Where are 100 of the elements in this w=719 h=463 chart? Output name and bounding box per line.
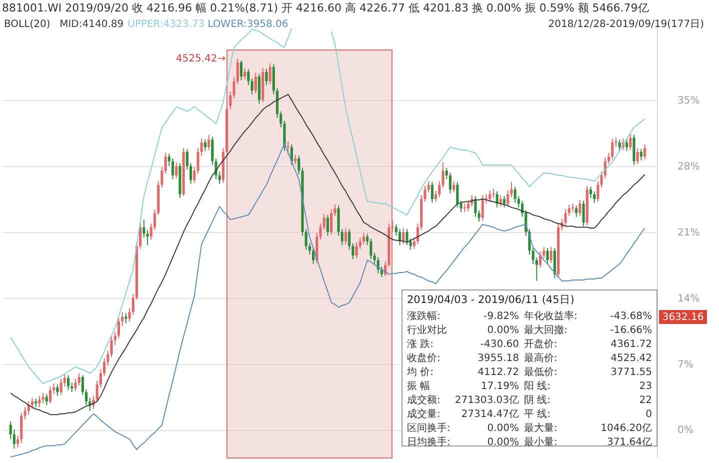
annotation: BOLL(20) [4, 19, 50, 30]
candlestick [492, 188, 495, 199]
annotation: 最小量: [524, 436, 558, 448]
candlestick [142, 219, 146, 238]
candlestick [272, 64, 275, 95]
candlestick [596, 180, 600, 202]
candlestick [30, 397, 34, 410]
annotation: -9.82% [484, 311, 519, 322]
candlestick [56, 384, 59, 396]
candlestick [171, 158, 174, 180]
candlestick [506, 190, 510, 208]
candlestick [636, 148, 639, 165]
y-tick-label: 14% [678, 293, 700, 304]
annotation: 3955.18 [478, 353, 519, 364]
candlestick [294, 154, 297, 165]
annotation: 年化收益率: [524, 310, 578, 322]
annotation: 行业对比 [407, 324, 447, 336]
annotation: 27314.47亿 [461, 409, 519, 420]
candlestick [632, 134, 636, 166]
candlestick [589, 186, 592, 199]
candlestick [538, 251, 542, 268]
candlestick [355, 242, 358, 259]
candlestick [553, 247, 556, 279]
candlestick [258, 73, 261, 104]
candlestick [640, 148, 642, 161]
candlestick [124, 312, 128, 324]
candlestick [330, 208, 333, 236]
annotation: 371.64亿 [607, 437, 652, 448]
candlestick [618, 139, 621, 152]
candlestick [121, 312, 124, 327]
chart-title: 881001.WI 2019/09/20 收 4216.96 幅 0.21%(8.71) 开 4216.60 高 4226.77 低 4201.83 换 0.00% 振 0.59% 额 5466.79亿 [2, 1, 649, 14]
candlestick [452, 180, 456, 193]
candlestick [412, 237, 416, 250]
candlestick [456, 182, 459, 208]
annotation: 均 价: [406, 366, 434, 378]
y-tick-label: 35% [678, 96, 700, 107]
candlestick [78, 372, 80, 386]
annotation: 成交额: [407, 394, 440, 406]
text: LOWER:3958.06 [208, 19, 288, 30]
annotation: 成交量: [407, 408, 440, 420]
candlestick [81, 374, 84, 396]
candlestick [117, 317, 120, 339]
candlestick [240, 60, 243, 81]
annotation: 平 线: [524, 408, 551, 420]
candlestick [466, 199, 470, 212]
candlestick [514, 186, 516, 204]
annotation: 2018/12/28-2019/09/19(177日) [548, 19, 704, 30]
candlestick [102, 358, 106, 377]
text: UPPER:4323.73 [128, 19, 205, 30]
annotation: -16.66% [610, 325, 652, 336]
annotation: 最高价: [524, 352, 558, 364]
annotation: 22 [639, 395, 652, 406]
candlestick [578, 199, 582, 216]
annotation: 23 [639, 381, 652, 392]
annotation: 0.00% [487, 437, 519, 448]
candlestick [406, 228, 408, 246]
annotation: 3771.55 [610, 367, 652, 378]
candlestick [625, 139, 628, 152]
candlestick [394, 224, 398, 236]
candlestick [546, 247, 549, 264]
annotation: 涨跌幅: [407, 310, 440, 322]
candlestick [370, 238, 372, 260]
candlestick [45, 393, 48, 406]
candlestick [48, 386, 52, 404]
annotation: 2019/04/03 - 2019/06/11 (45日) [407, 294, 574, 306]
y-tick-label: 7% [678, 359, 694, 370]
annotation: 最低价: [524, 366, 558, 378]
candlestick [244, 68, 246, 80]
candlestick [402, 228, 405, 245]
candlestick [488, 190, 492, 202]
candlestick [139, 222, 142, 250]
text: MID:4140.89 [60, 19, 124, 30]
candlestick [189, 162, 192, 184]
candlestick [268, 62, 272, 85]
candlestick [186, 148, 188, 170]
candlestick [265, 68, 268, 86]
candlestick [12, 429, 16, 450]
annotation: 4361.72 [610, 339, 652, 350]
candlestick [481, 194, 484, 222]
annotation: 振 幅 [407, 380, 430, 392]
candlestick [629, 133, 632, 150]
candlestick [344, 228, 348, 245]
candlestick [430, 182, 434, 204]
candlestick [66, 374, 70, 391]
annotation: 阴 线: [524, 394, 551, 406]
y-tick-label: 28% [678, 162, 700, 172]
annotation: 涨 跌: [407, 338, 434, 350]
candlestick [502, 196, 506, 208]
candlestick [38, 395, 41, 408]
y-tick-label: 0% [678, 425, 694, 436]
annotation: 区间换手: [407, 422, 450, 434]
candlestick [575, 205, 578, 218]
candlestick [60, 378, 62, 396]
annotation: 0.00% [487, 325, 519, 336]
candlestick [380, 266, 384, 278]
candlestick [611, 138, 614, 160]
annotation: 17.19% [480, 381, 519, 392]
annotation: 开盘价: [524, 338, 558, 350]
candlestick [550, 246, 552, 264]
annotation: 4112.72 [478, 367, 519, 378]
